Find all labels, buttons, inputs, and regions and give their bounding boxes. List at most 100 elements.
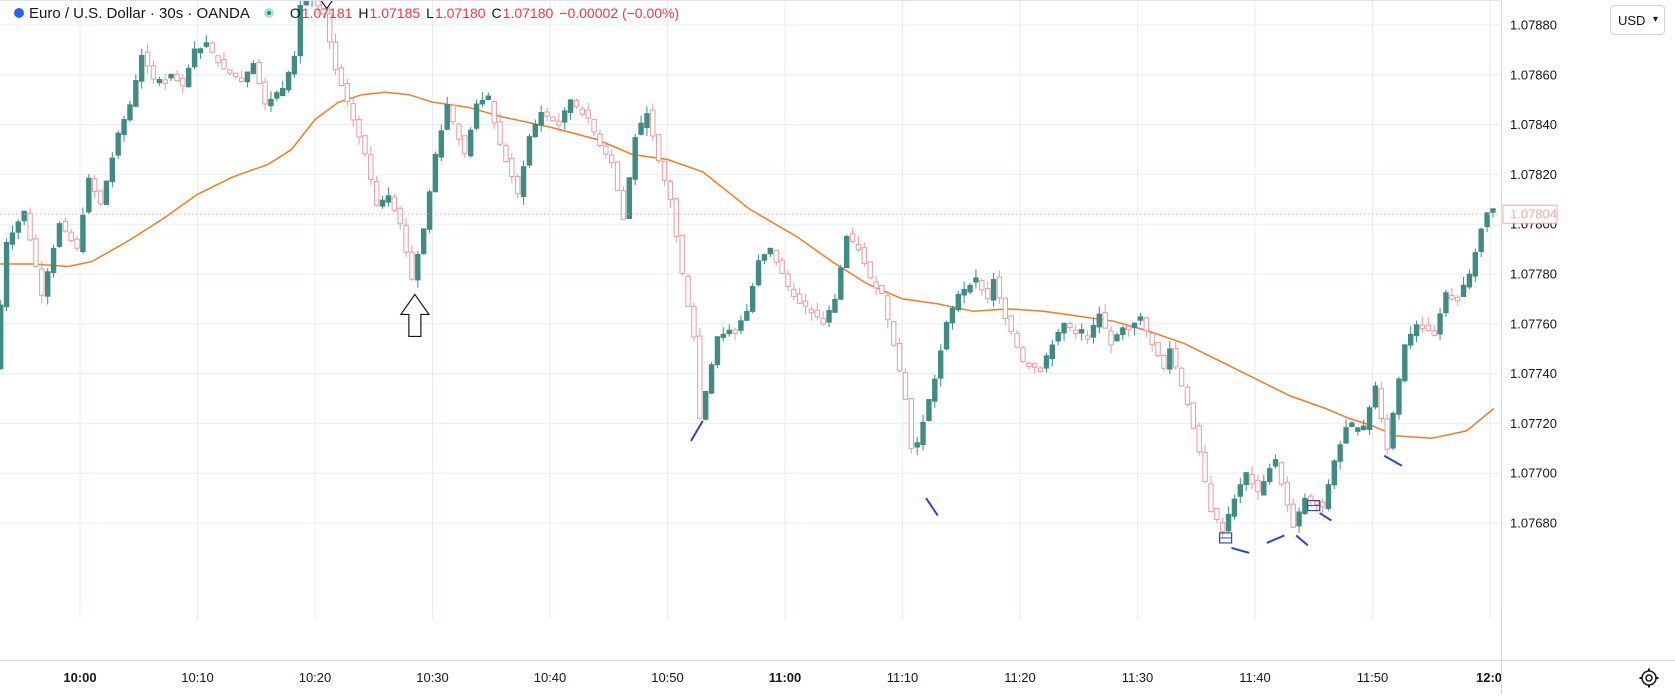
candle-down xyxy=(1190,402,1197,429)
candle-down xyxy=(614,161,621,192)
candle-down xyxy=(867,261,873,279)
x-tick-label: 12:0 xyxy=(1476,670,1502,685)
candle-up xyxy=(749,285,756,312)
candle-up xyxy=(485,95,492,101)
candle-down xyxy=(820,317,826,325)
candle-up xyxy=(197,48,204,54)
candle-up xyxy=(44,271,51,297)
candle-up xyxy=(0,304,4,370)
candle-up xyxy=(274,92,280,99)
candle-down xyxy=(779,259,785,274)
candle-down xyxy=(1308,495,1314,501)
candle-up xyxy=(21,210,27,222)
candle-down xyxy=(350,103,356,121)
candle-up xyxy=(109,157,116,183)
candles-layer xyxy=(0,0,1496,538)
candle-down xyxy=(1155,342,1161,357)
candle-up xyxy=(1090,325,1097,338)
candle-down xyxy=(1184,386,1191,405)
candle-down xyxy=(1014,332,1020,348)
candle-down xyxy=(503,144,509,163)
symbol-title[interactable]: Euro / U.S. Dollar · 30s · OANDA xyxy=(29,4,250,22)
candle-up xyxy=(279,88,286,97)
candle-down xyxy=(791,288,797,298)
candle-up xyxy=(138,55,145,82)
candle-down xyxy=(91,178,98,193)
candle-down xyxy=(873,281,879,289)
candle-up xyxy=(50,247,57,274)
trend-annotation-line xyxy=(1231,546,1250,554)
candle-up xyxy=(250,63,257,75)
candle-up xyxy=(121,119,127,136)
candle-down xyxy=(315,0,321,7)
candle-down xyxy=(1143,317,1150,332)
high-key: H xyxy=(358,5,369,21)
candle-down xyxy=(697,335,703,419)
candle-up xyxy=(567,99,574,114)
candle-down xyxy=(1454,296,1461,302)
candle-up xyxy=(56,223,63,247)
candle-down xyxy=(221,59,227,70)
candle-up xyxy=(626,177,633,220)
chevron-down-icon: ▾ xyxy=(1652,14,1658,25)
candle-down xyxy=(808,308,815,314)
candle-up xyxy=(133,80,139,107)
candle-up xyxy=(1225,513,1232,532)
candle-down xyxy=(456,123,462,140)
candle-up xyxy=(755,260,762,286)
candle-up xyxy=(561,110,568,123)
candle-up xyxy=(415,254,421,281)
candle-up xyxy=(1061,322,1067,334)
candle-up xyxy=(961,289,967,296)
candle-down xyxy=(33,238,39,267)
candle-down xyxy=(650,109,656,137)
candle-up xyxy=(1078,329,1085,334)
candle-up xyxy=(832,298,838,313)
x-tick-label: 11:40 xyxy=(1239,670,1271,685)
candle-up xyxy=(1413,324,1420,337)
candle-down xyxy=(1202,451,1208,482)
trend-annotation-line xyxy=(1319,512,1332,522)
candle-up xyxy=(1261,481,1267,496)
candle-down xyxy=(1319,501,1326,508)
candle-up xyxy=(920,421,926,445)
candle-down xyxy=(1084,335,1091,340)
candle-down xyxy=(344,83,351,103)
candle-down xyxy=(1108,330,1114,346)
candle-up xyxy=(80,214,86,253)
candle-up xyxy=(1231,498,1238,517)
candle-up xyxy=(1478,228,1484,252)
grid xyxy=(0,0,1500,620)
candle-up xyxy=(1243,472,1249,485)
candle-up xyxy=(1472,252,1479,277)
candle-down xyxy=(262,81,268,105)
trend-annotation-line xyxy=(1295,534,1309,547)
candle-down xyxy=(162,79,168,84)
candle-up xyxy=(1355,427,1361,432)
candle-down xyxy=(691,306,697,338)
candle-up xyxy=(1372,385,1379,408)
candle-up xyxy=(379,199,386,207)
candle-down xyxy=(1208,483,1214,513)
candle-down xyxy=(509,158,515,177)
y-tick-label: 1.07840 xyxy=(1510,117,1557,132)
candle-down xyxy=(573,100,580,108)
y-tick-label: 1.07700 xyxy=(1510,466,1557,481)
candle-up xyxy=(744,310,750,321)
y-tick-label: 1.07740 xyxy=(1510,366,1557,381)
candle-up xyxy=(1237,484,1244,497)
currency-select[interactable]: USD ▾ xyxy=(1610,5,1665,35)
candle-up xyxy=(127,104,133,121)
candle-down xyxy=(150,65,157,80)
market-status-icon[interactable] xyxy=(263,8,274,18)
low-key: L xyxy=(426,5,434,21)
low-value: 1.07180 xyxy=(434,5,486,21)
settings-button[interactable] xyxy=(1637,666,1661,690)
candle-up xyxy=(1120,327,1126,336)
candle-down xyxy=(409,251,415,280)
candle-up xyxy=(291,55,298,75)
close-key: C xyxy=(491,5,502,21)
candle-up xyxy=(526,136,533,166)
